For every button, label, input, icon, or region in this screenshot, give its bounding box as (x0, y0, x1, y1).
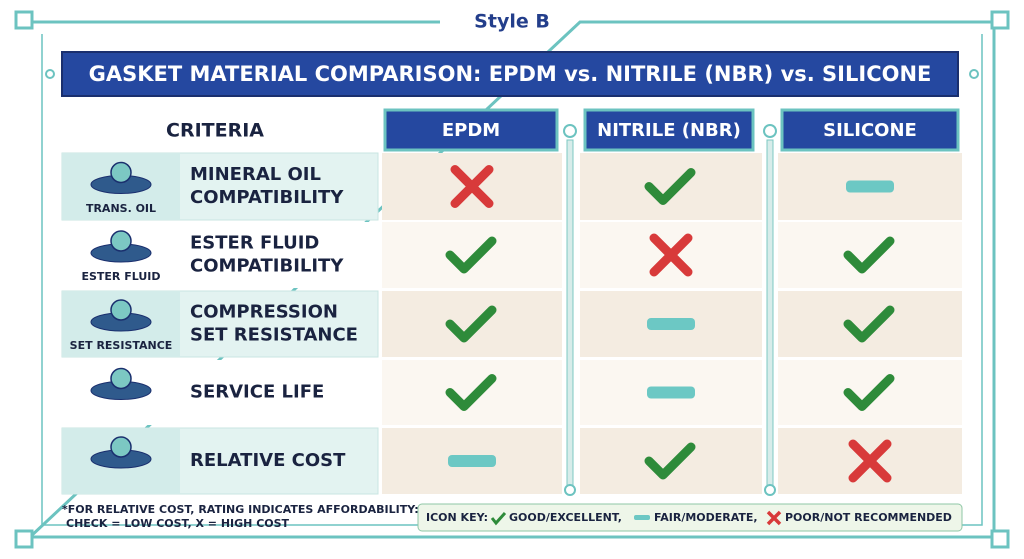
check-mark (644, 442, 696, 480)
column-header (780, 108, 960, 152)
icon-key-poor: POOR/NOT RECOMMENDED (785, 511, 952, 524)
criteria-label: SERVICE LIFE (190, 382, 324, 403)
divider-knob (564, 484, 576, 496)
divider-knob (563, 124, 577, 138)
dash-mark (846, 180, 894, 193)
column-header (383, 108, 559, 152)
icon-key-good: GOOD/EXCELLENT, (509, 511, 622, 524)
criteria-icon (110, 161, 132, 184)
style-label: Style B (474, 11, 550, 33)
column-header-text: EPDM (442, 120, 500, 141)
column-header (583, 108, 755, 152)
dash-mark (647, 318, 695, 330)
icon-key-box (417, 503, 963, 532)
table: EPDM NITRILE (NBR) SILICONE TRANS. OIL MINER… (61, 108, 962, 496)
criteria-icon (110, 436, 132, 458)
criteria-label: COMPATIBILITY (190, 187, 344, 208)
cross-mark (848, 439, 892, 483)
dash-icon (634, 515, 650, 520)
main-title: GASKET MATERIAL COMPARISON: EPDM vs. NIT… (89, 62, 932, 86)
column-header-text: NITRILE (NBR) (597, 120, 741, 141)
criteria-icon (110, 299, 132, 321)
divider-knob (763, 124, 777, 138)
deco (969, 69, 979, 79)
criteria-label: ESTER FLUID (190, 233, 319, 254)
check-mark (843, 374, 895, 411)
check-icon (490, 511, 507, 526)
cross-mark (649, 233, 693, 277)
criteria-label: COMPRESSION (190, 302, 338, 323)
check-mark (843, 236, 895, 274)
icon-key-heading: ICON KEY: (426, 511, 488, 524)
icon-caption: TRANS. OIL (86, 202, 156, 215)
title-banner (61, 51, 959, 97)
criteria-icon (110, 367, 132, 390)
icon-caption: ESTER FLUID (81, 270, 160, 283)
dash-mark (448, 455, 496, 467)
criteria-label: RELATIVE COST (190, 450, 346, 471)
criteria-label: SET RESISTANCE (190, 325, 358, 346)
cross-icon (766, 510, 782, 526)
footnote: *FOR RELATIVE COST, RATING INDICATES AFF… (62, 503, 419, 516)
criteria-label: COMPATIBILITY (190, 256, 344, 277)
check-mark (445, 374, 497, 411)
check-mark (843, 305, 895, 343)
criteria-heading: CRITERIA (166, 120, 264, 142)
icon-caption: SET RESISTANCE (70, 339, 173, 352)
divider-knob (764, 484, 776, 496)
dash-mark (647, 386, 695, 399)
cross-mark (450, 165, 494, 208)
column-header-text: SILICONE (823, 120, 917, 141)
icon-key-fair: FAIR/MODERATE, (654, 511, 758, 524)
criteria-icon (110, 230, 132, 252)
check-mark (644, 168, 696, 205)
footnote: CHECK = LOW COST, X = HIGH COST (66, 517, 290, 530)
check-mark (445, 305, 497, 343)
criteria-label: MINERAL OIL (190, 164, 321, 185)
check-mark (445, 236, 497, 274)
deco (45, 69, 55, 79)
column-divider (566, 139, 574, 493)
column-divider (766, 139, 774, 493)
